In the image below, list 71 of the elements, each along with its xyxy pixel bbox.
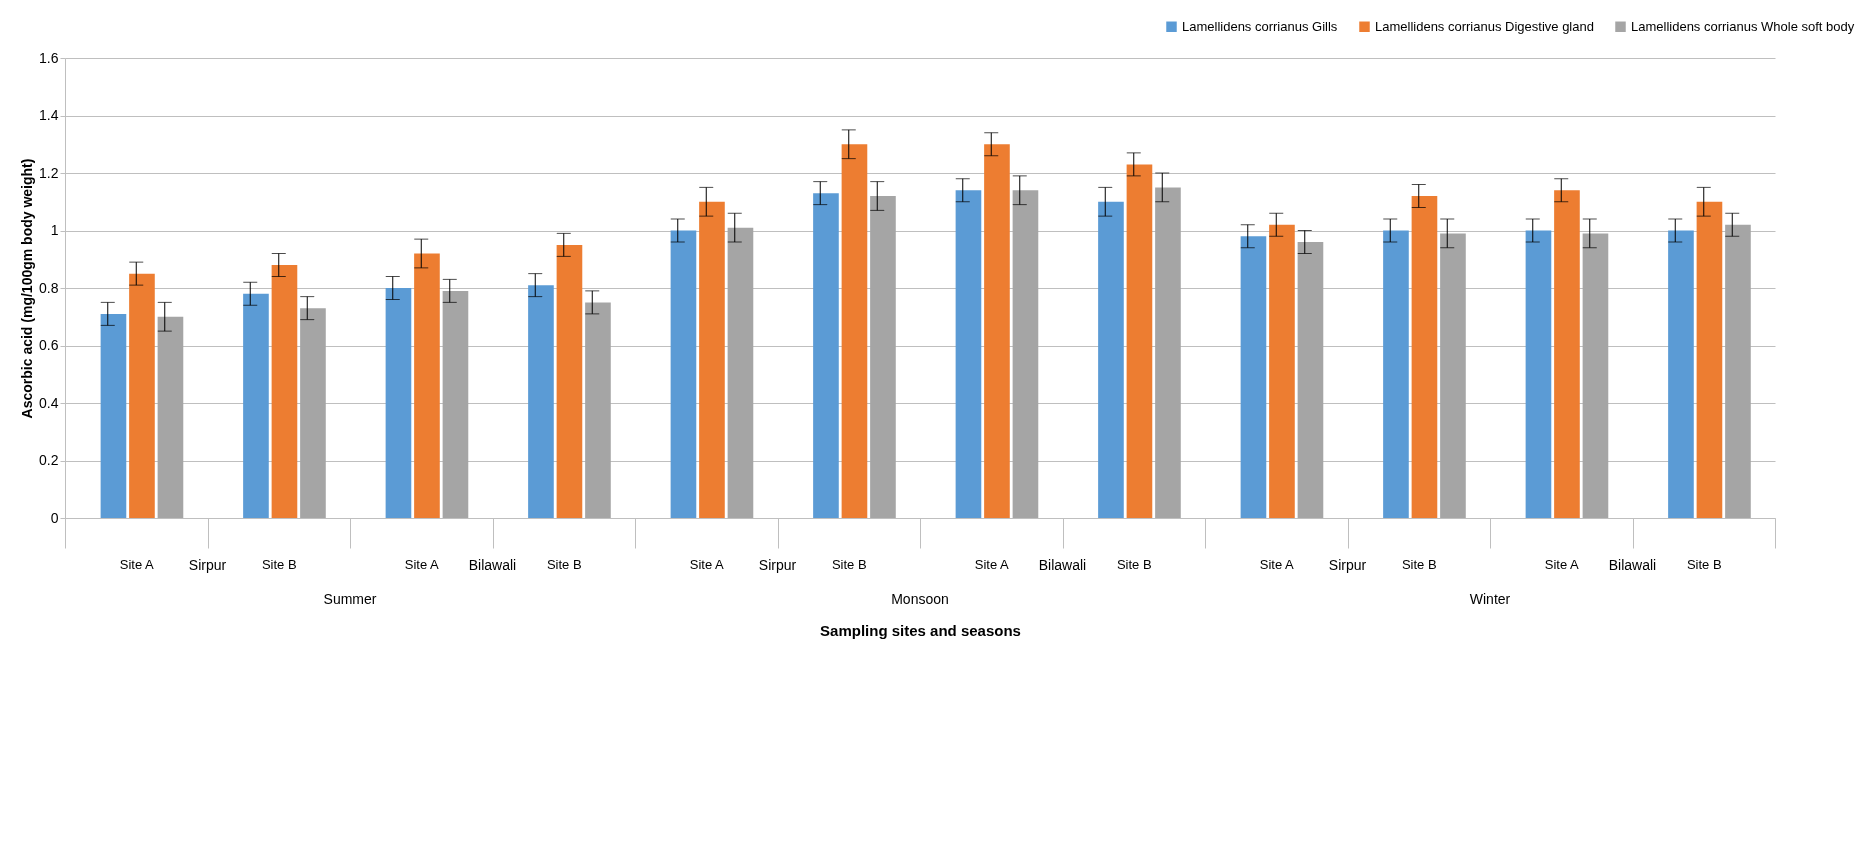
legend-label: Lamellidens corrianus Digestive gland <box>1375 18 1594 34</box>
bar <box>271 265 298 518</box>
x-tick-label: Site B <box>1686 556 1722 572</box>
bar <box>414 253 440 518</box>
bar <box>243 293 269 518</box>
x-tick-label: Site A <box>119 556 155 572</box>
bar <box>556 244 583 518</box>
x-tick-label: Site A <box>974 556 1010 572</box>
bar <box>1725 224 1751 518</box>
bar <box>1582 233 1609 518</box>
x-axis-title: Sampling sites and seasons <box>820 621 1021 639</box>
bar <box>442 290 469 518</box>
bar <box>1411 196 1438 518</box>
x-tick-label: Site B <box>261 556 297 572</box>
bar <box>1012 190 1039 518</box>
y-tick-label: 1 <box>50 222 59 238</box>
bar <box>955 190 982 518</box>
text: Sirpur <box>758 557 797 573</box>
bar <box>984 144 1010 518</box>
bar <box>528 285 554 518</box>
text: Sirpur <box>1328 557 1367 573</box>
y-tick-label: 0.6 <box>39 337 59 353</box>
bar <box>841 144 868 518</box>
bar <box>300 308 326 518</box>
legend-label: Lamellidens corrianus Gills <box>1182 18 1338 34</box>
bar <box>670 230 697 518</box>
bar <box>1668 230 1694 518</box>
text: Bilawali <box>468 557 517 573</box>
bar <box>727 227 754 518</box>
y-tick-label: 1.2 <box>39 164 59 181</box>
x-tick-label: Site B <box>546 556 582 572</box>
bar <box>585 302 611 518</box>
text: Bilawali <box>1038 557 1087 573</box>
text: Summer <box>323 591 377 607</box>
x-tick-label: Site A <box>1544 556 1580 572</box>
bar <box>813 193 839 518</box>
bar <box>1126 164 1153 518</box>
y-tick-label: 1.4 <box>39 107 59 123</box>
bar <box>1155 187 1181 518</box>
y-tick-label: 0 <box>50 509 59 526</box>
text: Bilawali <box>1608 557 1657 573</box>
bar <box>870 196 896 518</box>
bar <box>100 313 127 518</box>
bar <box>1269 224 1295 518</box>
bar <box>699 201 725 518</box>
bar <box>1240 236 1267 518</box>
y-tick-label: 0.8 <box>39 279 59 296</box>
text: Monsoon <box>891 591 949 607</box>
x-tick-label: Site B <box>831 556 867 572</box>
bar <box>1383 230 1409 518</box>
bar <box>1098 201 1124 518</box>
x-tick-label: Site A <box>689 556 725 572</box>
bar <box>1440 233 1466 518</box>
bar <box>157 316 184 518</box>
y-axis-title: Ascorbic acid (mg/100gm body weight) <box>19 158 36 419</box>
text: Winter <box>1469 591 1511 607</box>
y-tick-label: 0.4 <box>39 394 59 411</box>
x-tick-label: Site A <box>1259 556 1295 572</box>
text: Sirpur <box>188 557 227 573</box>
bar <box>385 288 412 518</box>
bar <box>1297 242 1324 518</box>
legend-label: Lamellidens corrianus Whole soft body <box>1631 18 1855 34</box>
x-tick-label: Site B <box>1116 556 1152 572</box>
bar <box>1525 230 1552 518</box>
x-tick-label: Site A <box>404 556 440 572</box>
bar <box>1696 201 1723 518</box>
bar <box>1554 190 1580 518</box>
y-tick-label: 0.2 <box>39 452 59 468</box>
y-tick-label: 1.6 <box>39 49 59 66</box>
bar <box>129 273 155 518</box>
x-tick-label: Site B <box>1401 556 1437 572</box>
